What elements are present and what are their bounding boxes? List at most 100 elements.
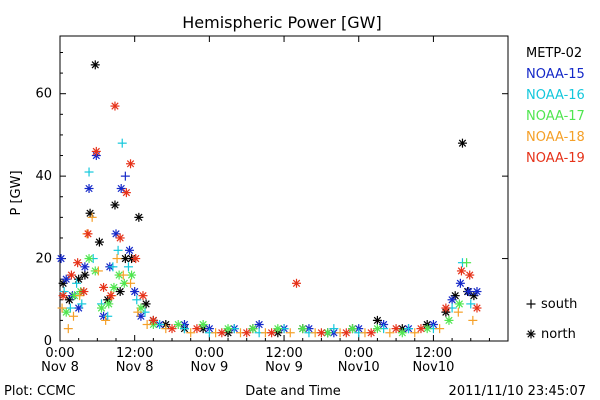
- series-noaa-17: [61, 254, 472, 338]
- y-tick-label: 60: [35, 87, 52, 102]
- x-tick-time: 12:00: [415, 346, 452, 361]
- data-point: [366, 328, 376, 338]
- legend-entry: NOAA-19: [526, 151, 585, 166]
- data-point: [56, 254, 66, 264]
- data-point: [273, 324, 283, 334]
- data-point: [435, 324, 445, 334]
- data-point: [131, 254, 141, 264]
- data-point: [127, 270, 137, 280]
- data-point: [464, 287, 474, 297]
- y-tick-label: 40: [35, 169, 52, 184]
- data-point: [441, 303, 451, 313]
- data-point: [465, 270, 475, 280]
- data-point: [126, 278, 136, 288]
- data-point: [285, 328, 295, 338]
- data-point: [372, 324, 382, 334]
- data-point: [329, 324, 339, 334]
- data-point: [110, 200, 120, 210]
- data-point: [87, 212, 97, 222]
- y-tick-label: 0: [44, 334, 52, 349]
- data-point: [198, 320, 208, 330]
- data-point: [385, 328, 395, 338]
- data-point: [254, 320, 264, 330]
- data-point: [466, 299, 476, 309]
- legend-entry: NOAA-18: [526, 130, 585, 145]
- x-tick-time: 12:00: [265, 346, 302, 361]
- footer-left: Plot: CCMC: [4, 384, 75, 399]
- marker-legend: south north: [526, 297, 577, 342]
- data-point: [444, 315, 454, 325]
- data-point: [80, 262, 90, 272]
- footer-right: 2011/11/10 23:45:07: [449, 384, 586, 399]
- data-point: [132, 295, 142, 305]
- data-point: [94, 237, 104, 247]
- data-point: [192, 324, 202, 334]
- data-point: [410, 328, 420, 338]
- x-axis-label: Date and Time: [245, 384, 341, 399]
- y-ticks: 0 20 40 60: [35, 51, 508, 349]
- data-point: [124, 245, 134, 255]
- data-point: [84, 184, 94, 193]
- data-point: [120, 254, 130, 264]
- data-point: [73, 258, 83, 268]
- data-point: [116, 184, 126, 193]
- data-point: [291, 278, 301, 288]
- legend-entry: NOAA-15: [526, 67, 585, 82]
- data-point: [79, 287, 89, 297]
- data-point: [298, 324, 308, 334]
- y-axis-label: P [GW]: [9, 170, 24, 215]
- series-noaa-19: [58, 101, 482, 338]
- data-point: [110, 101, 120, 111]
- data-points: [56, 60, 482, 338]
- data-point: [391, 324, 401, 334]
- data-point: [455, 278, 465, 288]
- data-point: [118, 270, 128, 280]
- data-point: [179, 324, 189, 334]
- marker-legend-label: south: [541, 297, 577, 312]
- data-point: [66, 270, 76, 280]
- data-point: [58, 278, 68, 288]
- x-tick-time: 12:00: [116, 346, 153, 361]
- data-point: [141, 299, 151, 309]
- data-point: [372, 315, 382, 325]
- data-point: [123, 262, 133, 272]
- data-point: [472, 287, 482, 297]
- data-point: [106, 291, 116, 301]
- data-point: [397, 328, 407, 338]
- data-point: [130, 287, 140, 297]
- data-point: [80, 270, 90, 280]
- data-point: [148, 315, 158, 325]
- data-point: [108, 262, 118, 272]
- x-tick-date: Nov 8: [116, 360, 154, 375]
- data-point: [248, 324, 258, 334]
- data-point: [74, 274, 84, 284]
- data-point: [454, 299, 464, 309]
- data-point: [453, 307, 463, 317]
- data-point: [120, 171, 130, 181]
- data-point: [85, 208, 95, 218]
- data-point: [138, 291, 148, 301]
- marker-legend-symbol: [526, 299, 536, 309]
- data-point: [103, 311, 113, 321]
- marker-legend-symbol: [526, 329, 536, 339]
- legend: METP-02 NOAA-15 NOAA-16 NOAA-17 NOAA-18 NOAA-…: [526, 46, 585, 166]
- data-point: [63, 324, 73, 334]
- data-point: [316, 328, 326, 338]
- data-point: [112, 254, 122, 264]
- data-point: [90, 60, 100, 70]
- data-point: [96, 303, 106, 313]
- data-point: [61, 307, 71, 317]
- series-noaa-18: [57, 212, 478, 338]
- data-point: [462, 258, 472, 268]
- data-point: [68, 311, 78, 321]
- series-metp-02: [58, 60, 479, 338]
- data-point: [109, 282, 119, 292]
- data-point: [93, 266, 103, 276]
- data-point: [104, 299, 114, 309]
- x-tick-date: Nov10: [338, 360, 380, 375]
- legend-entry: METP-02: [526, 46, 582, 61]
- data-point: [173, 320, 183, 330]
- data-point: [223, 324, 233, 334]
